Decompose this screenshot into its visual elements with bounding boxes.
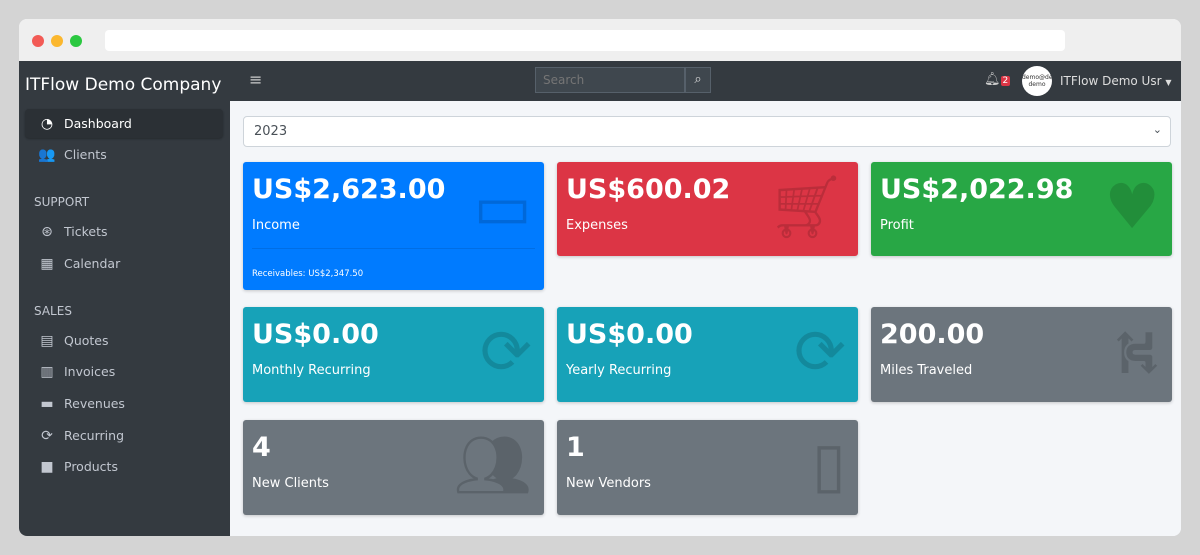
route-icon: ⛕ [1113,315,1160,388]
avatar[interactable]: demo@demo demo [1022,66,1052,96]
stat-label: Miles Traveled [880,363,973,378]
sync-icon: ⟳ [794,315,846,388]
stat-label: Income [252,218,300,233]
sidebar-item-clients[interactable]: 👥 Clients [38,146,107,163]
support-header: SUPPORT [34,195,90,209]
stat-card-miles-traveled[interactable]: 200.00 Miles Traveled ⛕ [871,307,1172,402]
stat-value: 4 [252,432,271,463]
invoice-icon: ▥ [40,363,54,380]
search-input[interactable] [535,67,685,93]
divider [252,248,535,249]
sidebar-item-dashboard[interactable]: ◔ Dashboard [25,109,223,138]
sidebar-item-revenues[interactable]: ▬ Revenues [25,389,223,418]
sales-header: SALES [34,304,72,318]
stat-label: New Vendors [566,476,651,491]
calendar-icon: ▦ [40,255,54,272]
heart-icon: ♥ [1104,170,1160,243]
minimize-window-button[interactable] [51,35,63,47]
chevron-down-icon: ⌄ [1152,123,1162,136]
stat-label: Monthly Recurring [252,363,371,378]
close-window-button[interactable] [32,35,44,47]
credit-card-icon: ▭ [473,170,532,243]
box-icon: ■ [40,458,54,475]
sidebar-item-recurring[interactable]: ⟳ Recurring [25,421,223,450]
shopping-cart-icon: 🛒︎ [767,170,846,243]
stat-label: Expenses [566,218,628,233]
dashboard-main: 2023 ⌄ US$2,623.00 Income ▭ Receivables: US$… [230,101,1181,536]
sidebar-item-quotes[interactable]: ▤ Quotes [25,326,223,355]
sidebar-item-calendar[interactable]: ▦ Calendar [25,249,223,278]
top-navbar: ≡ ⌕ 🔔︎2 demo@demo demo ITFlow Demo Usr ▼ [230,61,1181,101]
stat-label: New Clients [252,476,329,491]
stat-value: 1 [566,432,585,463]
stat-card-new-vendors[interactable]: 1 New Vendors ▯ [557,420,858,515]
sync-icon: ⟳ [41,427,53,444]
stat-card-monthly-recurring[interactable]: US$0.00 Monthly Recurring ⟳ [243,307,544,402]
stat-card-income[interactable]: US$2,623.00 Income ▭ Receivables: US$2,347.… [243,162,544,290]
stat-card-yearly-recurring[interactable]: US$0.00 Yearly Recurring ⟳ [557,307,858,402]
company-brand[interactable]: ITFlow Demo Company [25,75,222,95]
menu-toggle-icon[interactable]: ≡ [249,70,263,89]
stat-label: Yearly Recurring [566,363,672,378]
sidebar-item-products[interactable]: ■ Products [25,452,223,481]
stat-value: 200.00 [880,319,985,350]
notification-count-badge: 2 [1000,76,1011,86]
stat-label: Profit [880,218,914,233]
stat-value: US$600.02 [566,174,731,205]
stat-value: US$0.00 [566,319,693,350]
address-bar[interactable] [105,30,1065,51]
gauge-icon: ◔ [40,115,54,132]
credit-card-icon: ▬ [40,395,54,412]
browser-window: ITFlow Demo Company ◔ Dashboard 👥 Clients … [19,19,1181,536]
sidebar-item-invoices[interactable]: ▥ Invoices [25,357,223,386]
sidebar: ITFlow Demo Company ◔ Dashboard 👥 Clients … [19,61,230,536]
year-select[interactable]: 2023 ⌄ [243,116,1171,147]
file-icon: ▤ [40,332,54,349]
users-icon: 👥 [38,146,56,163]
building-icon: ▯ [811,428,846,501]
users-icon: 👥︎ [453,428,532,501]
caret-down-icon: ▼ [1165,78,1172,87]
search-button[interactable]: ⌕ [685,67,711,93]
stat-card-new-clients[interactable]: 4 New Clients 👥︎ [243,420,544,515]
life-ring-icon: ⊛ [41,223,53,240]
stat-value: US$2,623.00 [252,174,446,205]
notifications-button[interactable]: 🔔︎ 2 [984,72,1011,87]
user-menu[interactable]: ITFlow Demo Usr ▼ [1060,74,1172,88]
stat-card-profit[interactable]: US$2,022.98 Profit ♥ [871,162,1172,256]
stat-value: US$2,022.98 [880,174,1074,205]
bell-icon: 🔔︎ [984,72,1001,87]
search-icon: ⌕ [694,72,702,87]
search-form: ⌕ [535,67,711,93]
receivables-text: Receivables: US$2,347.50 [252,269,364,279]
sync-icon: ⟳ [480,315,532,388]
sidebar-item-tickets[interactable]: ⊛ Tickets [25,217,223,246]
maximize-window-button[interactable] [70,35,82,47]
stat-card-expenses[interactable]: US$600.02 Expenses 🛒︎ [557,162,858,256]
stat-value: US$0.00 [252,319,379,350]
browser-chrome [19,19,1181,61]
